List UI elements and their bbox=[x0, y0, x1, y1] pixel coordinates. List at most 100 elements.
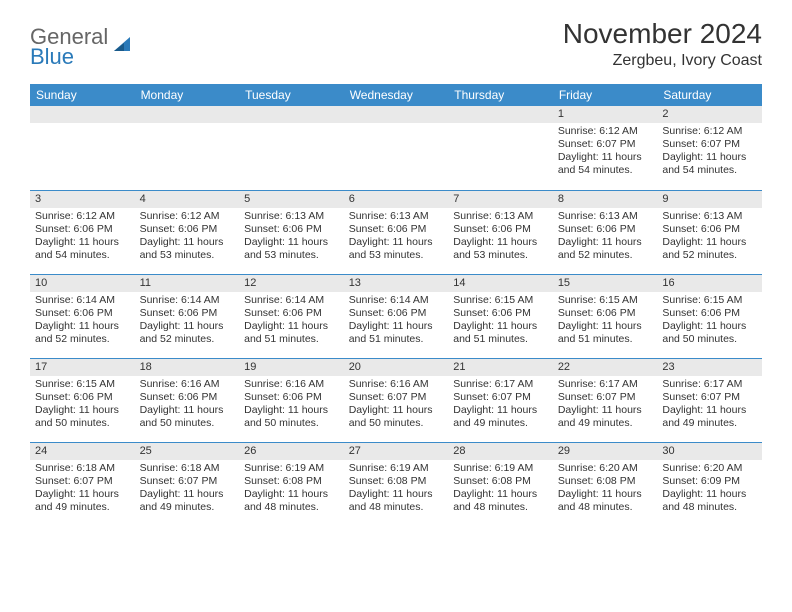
calendar-cell: 1Sunrise: 6:12 AMSunset: 6:07 PMDaylight… bbox=[553, 106, 658, 190]
calendar-cell: 5Sunrise: 6:13 AMSunset: 6:06 PMDaylight… bbox=[239, 190, 344, 274]
sunset-text: Sunset: 6:06 PM bbox=[558, 307, 653, 320]
day-number: 15 bbox=[553, 275, 658, 292]
day-content: Sunrise: 6:20 AMSunset: 6:08 PMDaylight:… bbox=[553, 460, 658, 519]
sunrise-text: Sunrise: 6:18 AM bbox=[140, 462, 235, 475]
sunset-text: Sunset: 6:06 PM bbox=[35, 223, 130, 236]
sunrise-text: Sunrise: 6:15 AM bbox=[35, 378, 130, 391]
sunset-text: Sunset: 6:06 PM bbox=[140, 307, 235, 320]
day-content: Sunrise: 6:13 AMSunset: 6:06 PMDaylight:… bbox=[239, 208, 344, 267]
sunrise-text: Sunrise: 6:16 AM bbox=[140, 378, 235, 391]
day-content: Sunrise: 6:12 AMSunset: 6:06 PMDaylight:… bbox=[30, 208, 135, 267]
daylight-text: Daylight: 11 hours and 50 minutes. bbox=[35, 404, 130, 430]
calendar-cell: 30Sunrise: 6:20 AMSunset: 6:09 PMDayligh… bbox=[657, 442, 762, 526]
sunset-text: Sunset: 6:06 PM bbox=[35, 391, 130, 404]
day-number: 13 bbox=[344, 275, 449, 292]
day-content: Sunrise: 6:15 AMSunset: 6:06 PMDaylight:… bbox=[30, 376, 135, 435]
day-number: 2 bbox=[657, 106, 762, 123]
sunrise-text: Sunrise: 6:15 AM bbox=[453, 294, 548, 307]
sunrise-text: Sunrise: 6:19 AM bbox=[453, 462, 548, 475]
day-content: Sunrise: 6:13 AMSunset: 6:06 PMDaylight:… bbox=[344, 208, 449, 267]
calendar-cell: 25Sunrise: 6:18 AMSunset: 6:07 PMDayligh… bbox=[135, 442, 240, 526]
calendar-cell: 16Sunrise: 6:15 AMSunset: 6:06 PMDayligh… bbox=[657, 274, 762, 358]
calendar-cell bbox=[344, 106, 449, 190]
daylight-text: Daylight: 11 hours and 54 minutes. bbox=[558, 151, 653, 177]
daylight-text: Daylight: 11 hours and 48 minutes. bbox=[349, 488, 444, 514]
calendar-row: 17Sunrise: 6:15 AMSunset: 6:06 PMDayligh… bbox=[30, 358, 762, 442]
sunset-text: Sunset: 6:06 PM bbox=[244, 307, 339, 320]
day-number: 19 bbox=[239, 359, 344, 376]
daylight-text: Daylight: 11 hours and 50 minutes. bbox=[140, 404, 235, 430]
sunrise-text: Sunrise: 6:13 AM bbox=[244, 210, 339, 223]
daylight-text: Daylight: 11 hours and 54 minutes. bbox=[35, 236, 130, 262]
calendar-cell: 6Sunrise: 6:13 AMSunset: 6:06 PMDaylight… bbox=[344, 190, 449, 274]
day-header: Wednesday bbox=[344, 84, 449, 106]
sunrise-text: Sunrise: 6:12 AM bbox=[662, 125, 757, 138]
sunrise-text: Sunrise: 6:13 AM bbox=[453, 210, 548, 223]
calendar-row: 1Sunrise: 6:12 AMSunset: 6:07 PMDaylight… bbox=[30, 106, 762, 190]
day-number: 24 bbox=[30, 443, 135, 460]
day-number bbox=[239, 106, 344, 123]
daylight-text: Daylight: 11 hours and 50 minutes. bbox=[349, 404, 444, 430]
sunrise-text: Sunrise: 6:16 AM bbox=[244, 378, 339, 391]
sunset-text: Sunset: 6:09 PM bbox=[662, 475, 757, 488]
day-content: Sunrise: 6:18 AMSunset: 6:07 PMDaylight:… bbox=[30, 460, 135, 519]
calendar-table: Sunday Monday Tuesday Wednesday Thursday… bbox=[30, 84, 762, 526]
calendar-row: 10Sunrise: 6:14 AMSunset: 6:06 PMDayligh… bbox=[30, 274, 762, 358]
day-number: 25 bbox=[135, 443, 240, 460]
day-number bbox=[135, 106, 240, 123]
daylight-text: Daylight: 11 hours and 48 minutes. bbox=[558, 488, 653, 514]
month-title: November 2024 bbox=[563, 18, 762, 50]
daylight-text: Daylight: 11 hours and 53 minutes. bbox=[244, 236, 339, 262]
daylight-text: Daylight: 11 hours and 51 minutes. bbox=[453, 320, 548, 346]
day-number: 23 bbox=[657, 359, 762, 376]
daylight-text: Daylight: 11 hours and 49 minutes. bbox=[662, 404, 757, 430]
day-content: Sunrise: 6:17 AMSunset: 6:07 PMDaylight:… bbox=[448, 376, 553, 435]
day-number: 18 bbox=[135, 359, 240, 376]
sunset-text: Sunset: 6:06 PM bbox=[349, 223, 444, 236]
sunrise-text: Sunrise: 6:13 AM bbox=[662, 210, 757, 223]
calendar-cell: 17Sunrise: 6:15 AMSunset: 6:06 PMDayligh… bbox=[30, 358, 135, 442]
day-content: Sunrise: 6:15 AMSunset: 6:06 PMDaylight:… bbox=[553, 292, 658, 351]
sunset-text: Sunset: 6:06 PM bbox=[140, 223, 235, 236]
day-content: Sunrise: 6:16 AMSunset: 6:07 PMDaylight:… bbox=[344, 376, 449, 435]
day-number: 21 bbox=[448, 359, 553, 376]
sunrise-text: Sunrise: 6:15 AM bbox=[662, 294, 757, 307]
sunrise-text: Sunrise: 6:12 AM bbox=[35, 210, 130, 223]
calendar-cell: 8Sunrise: 6:13 AMSunset: 6:06 PMDaylight… bbox=[553, 190, 658, 274]
day-header: Thursday bbox=[448, 84, 553, 106]
day-number: 4 bbox=[135, 191, 240, 208]
day-number: 1 bbox=[553, 106, 658, 123]
day-content bbox=[30, 123, 135, 129]
day-number: 20 bbox=[344, 359, 449, 376]
day-number: 10 bbox=[30, 275, 135, 292]
calendar-cell: 29Sunrise: 6:20 AMSunset: 6:08 PMDayligh… bbox=[553, 442, 658, 526]
day-content: Sunrise: 6:13 AMSunset: 6:06 PMDaylight:… bbox=[657, 208, 762, 267]
daylight-text: Daylight: 11 hours and 54 minutes. bbox=[662, 151, 757, 177]
calendar-cell: 24Sunrise: 6:18 AMSunset: 6:07 PMDayligh… bbox=[30, 442, 135, 526]
day-number: 5 bbox=[239, 191, 344, 208]
sunrise-text: Sunrise: 6:12 AM bbox=[558, 125, 653, 138]
calendar-cell: 7Sunrise: 6:13 AMSunset: 6:06 PMDaylight… bbox=[448, 190, 553, 274]
daylight-text: Daylight: 11 hours and 52 minutes. bbox=[35, 320, 130, 346]
day-number: 16 bbox=[657, 275, 762, 292]
day-number: 29 bbox=[553, 443, 658, 460]
daylight-text: Daylight: 11 hours and 48 minutes. bbox=[453, 488, 548, 514]
calendar-cell: 18Sunrise: 6:16 AMSunset: 6:06 PMDayligh… bbox=[135, 358, 240, 442]
day-content: Sunrise: 6:14 AMSunset: 6:06 PMDaylight:… bbox=[30, 292, 135, 351]
daylight-text: Daylight: 11 hours and 53 minutes. bbox=[453, 236, 548, 262]
calendar-cell: 14Sunrise: 6:15 AMSunset: 6:06 PMDayligh… bbox=[448, 274, 553, 358]
sunset-text: Sunset: 6:06 PM bbox=[558, 223, 653, 236]
day-number: 8 bbox=[553, 191, 658, 208]
day-content: Sunrise: 6:13 AMSunset: 6:06 PMDaylight:… bbox=[553, 208, 658, 267]
daylight-text: Daylight: 11 hours and 50 minutes. bbox=[244, 404, 339, 430]
day-content: Sunrise: 6:14 AMSunset: 6:06 PMDaylight:… bbox=[239, 292, 344, 351]
sunset-text: Sunset: 6:06 PM bbox=[662, 223, 757, 236]
day-content: Sunrise: 6:12 AMSunset: 6:07 PMDaylight:… bbox=[553, 123, 658, 182]
sunset-text: Sunset: 6:07 PM bbox=[35, 475, 130, 488]
day-number: 9 bbox=[657, 191, 762, 208]
sunrise-text: Sunrise: 6:19 AM bbox=[349, 462, 444, 475]
calendar-cell: 20Sunrise: 6:16 AMSunset: 6:07 PMDayligh… bbox=[344, 358, 449, 442]
day-header: Saturday bbox=[657, 84, 762, 106]
calendar-cell: 11Sunrise: 6:14 AMSunset: 6:06 PMDayligh… bbox=[135, 274, 240, 358]
sunset-text: Sunset: 6:07 PM bbox=[558, 138, 653, 151]
